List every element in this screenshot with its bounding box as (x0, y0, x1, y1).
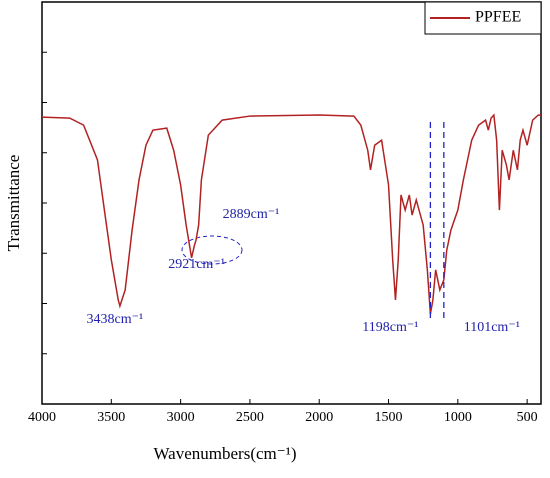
x-tick-label: 3000 (167, 410, 195, 425)
legend-label: PPFEE (475, 9, 521, 26)
x-tick-label: 4000 (28, 410, 56, 425)
x-tick-label: 1000 (444, 410, 472, 425)
x-axis-label: Wavenumbers(cm⁻¹) (154, 444, 297, 463)
annotation: 2921cm⁻¹ (168, 257, 225, 272)
spectrum-line (41, 113, 541, 315)
plot-frame (41, 1, 542, 405)
annotation: 3438cm⁻¹ (87, 312, 144, 327)
x-tick-label: 1500 (375, 410, 403, 425)
x-tick-label: 2500 (236, 410, 264, 425)
highlight-ellipse (181, 235, 243, 265)
annotation: 1198cm⁻¹ (362, 320, 418, 335)
annotation: 1101cm⁻¹ (464, 320, 520, 335)
x-tick-label: 500 (517, 410, 538, 425)
x-tick-label: 2000 (305, 410, 333, 425)
annotation: 2889cm⁻¹ (223, 207, 280, 222)
y-axis-label: Transmittance (4, 155, 23, 252)
x-tick-label: 3500 (97, 410, 125, 425)
